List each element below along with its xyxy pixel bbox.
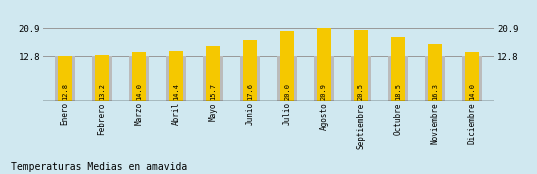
Bar: [166, 56, 186, 101]
Bar: [425, 56, 445, 101]
Bar: [317, 28, 331, 101]
Bar: [465, 52, 479, 101]
Bar: [240, 56, 260, 101]
Text: 14.4: 14.4: [173, 82, 179, 100]
Bar: [203, 56, 223, 101]
Bar: [388, 56, 408, 101]
Bar: [462, 56, 482, 101]
Text: 15.7: 15.7: [210, 82, 216, 100]
Bar: [314, 56, 334, 101]
Text: Temperaturas Medias en amavida: Temperaturas Medias en amavida: [11, 162, 187, 172]
Bar: [169, 51, 183, 101]
Bar: [243, 40, 257, 101]
Bar: [58, 56, 72, 101]
Bar: [277, 56, 297, 101]
Bar: [132, 52, 146, 101]
Bar: [55, 56, 75, 101]
Bar: [95, 55, 109, 101]
Text: 20.9: 20.9: [321, 82, 327, 100]
Text: 20.5: 20.5: [358, 82, 364, 100]
Bar: [351, 56, 371, 101]
Text: 14.0: 14.0: [136, 82, 142, 100]
Text: 13.2: 13.2: [99, 82, 105, 100]
Bar: [129, 56, 149, 101]
Text: 17.6: 17.6: [247, 82, 253, 100]
Bar: [92, 56, 112, 101]
Bar: [206, 46, 220, 101]
Text: 18.5: 18.5: [395, 82, 401, 100]
Bar: [391, 37, 405, 101]
Text: 12.8: 12.8: [62, 82, 68, 100]
Text: 16.3: 16.3: [432, 82, 438, 100]
Text: 14.0: 14.0: [469, 82, 475, 100]
Bar: [354, 30, 368, 101]
Bar: [428, 44, 442, 101]
Text: 20.0: 20.0: [284, 82, 290, 100]
Bar: [280, 31, 294, 101]
